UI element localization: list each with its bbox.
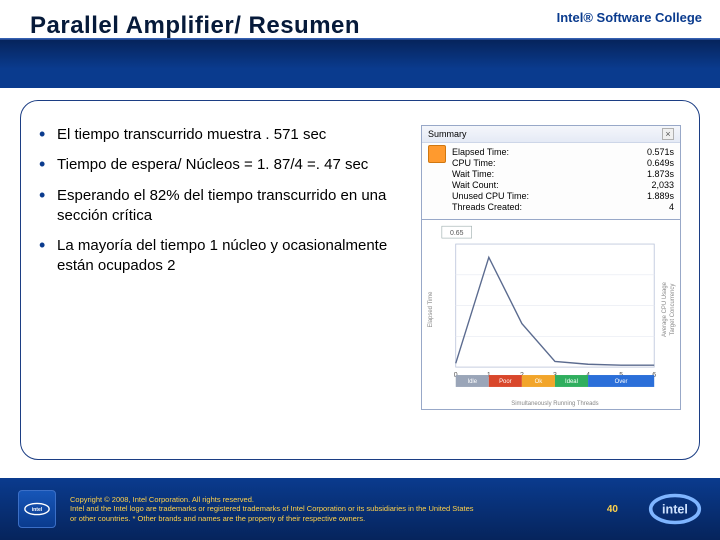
- metric-label: Elapsed Time:: [452, 147, 509, 157]
- table-row: CPU Time: 0.649s: [452, 158, 674, 168]
- metric-label: CPU Time:: [452, 158, 496, 168]
- metric-label: Threads Created:: [452, 202, 522, 212]
- svg-text:intel: intel: [32, 507, 43, 513]
- page-number: 40: [607, 504, 618, 515]
- list-item: Tiempo de espera/ Núcleos = 1. 87/4 =. 4…: [39, 155, 407, 175]
- summary-panel: Summary × Elapsed Time: 0.571s CPU Time: 0…: [421, 125, 681, 220]
- metric-value: 4: [669, 202, 674, 212]
- metric-value: 0.571s: [647, 147, 674, 157]
- footer-line: or other countries. * Other brands and n…: [70, 514, 593, 523]
- page-title: Parallel Amplifier/ Resumen: [30, 12, 360, 40]
- chart-svg: 0.65 Elapsed Time Average CPU Usage Targ…: [422, 220, 680, 409]
- table-row: Wait Time: 1.873s: [452, 169, 674, 179]
- footer-line: Intel and the Intel logo are trademarks …: [70, 504, 593, 513]
- list-item: La mayoría del tiempo 1 núcleo y ocasion…: [39, 236, 407, 277]
- metric-value: 2,033: [651, 180, 674, 190]
- svg-text:Ideal: Ideal: [565, 379, 578, 385]
- svg-text:Over: Over: [615, 379, 628, 385]
- y-axis-label-right: Average CPU Usage: [662, 281, 668, 337]
- bullet-list: El tiempo transcurrido muestra . 571 sec…: [39, 125, 407, 441]
- svg-text:Ok: Ok: [535, 379, 543, 385]
- header-band-blue: [0, 40, 720, 88]
- list-item: El tiempo transcurrido muestra . 571 sec: [39, 125, 407, 145]
- intel-logo-icon: intel: [648, 492, 702, 526]
- metric-value: 1.889s: [647, 191, 674, 201]
- metric-label: Wait Count:: [452, 180, 499, 190]
- copyright-text: Copyright © 2008, Intel Corporation. All…: [70, 495, 593, 523]
- footer-line: Copyright © 2008, Intel Corporation. All…: [70, 495, 593, 504]
- summary-title-text: Summary: [428, 129, 467, 139]
- y-axis-label-right2: Target Concurrency: [670, 284, 676, 336]
- summary-badge-icon: [428, 145, 446, 163]
- table-row: Elapsed Time: 0.571s: [452, 147, 674, 157]
- chart-value-box: 0.65: [450, 230, 464, 237]
- summary-table: Elapsed Time: 0.571s CPU Time: 0.649s Wait…: [422, 143, 680, 219]
- content-card: El tiempo transcurrido muestra . 571 sec…: [20, 100, 700, 460]
- x-axis-label: Simultaneously Running Threads: [511, 401, 598, 407]
- metric-label: Wait Time:: [452, 169, 494, 179]
- footer: intel Copyright © 2008, Intel Corporatio…: [0, 478, 720, 540]
- table-row: Unused CPU Time: 1.889s: [452, 191, 674, 201]
- list-item: Esperando el 82% del tiempo transcurrido…: [39, 186, 407, 227]
- svg-text:intel: intel: [662, 503, 688, 517]
- table-row: Threads Created: 4: [452, 202, 674, 212]
- intel-software-logo-icon: intel: [18, 490, 56, 528]
- brand-label: Intel® Software College: [557, 10, 702, 25]
- table-row: Wait Count: 2,033: [452, 180, 674, 190]
- header: Intel® Software College Parallel Amplifi…: [0, 0, 720, 88]
- metric-value: 1.873s: [647, 169, 674, 179]
- svg-text:Poor: Poor: [499, 379, 512, 385]
- slide: Intel® Software College Parallel Amplifi…: [0, 0, 720, 540]
- svg-text:Idle: Idle: [467, 379, 477, 385]
- summary-figure: Summary × Elapsed Time: 0.571s CPU Time: 0…: [421, 125, 681, 441]
- close-icon[interactable]: ×: [662, 128, 674, 140]
- metric-label: Unused CPU Time:: [452, 191, 529, 201]
- summary-titlebar: Summary ×: [422, 126, 680, 143]
- concurrency-chart: 0.65 Elapsed Time Average CPU Usage Targ…: [421, 220, 681, 410]
- metric-value: 0.649s: [647, 158, 674, 168]
- y-axis-label-left: Elapsed Time: [428, 291, 434, 328]
